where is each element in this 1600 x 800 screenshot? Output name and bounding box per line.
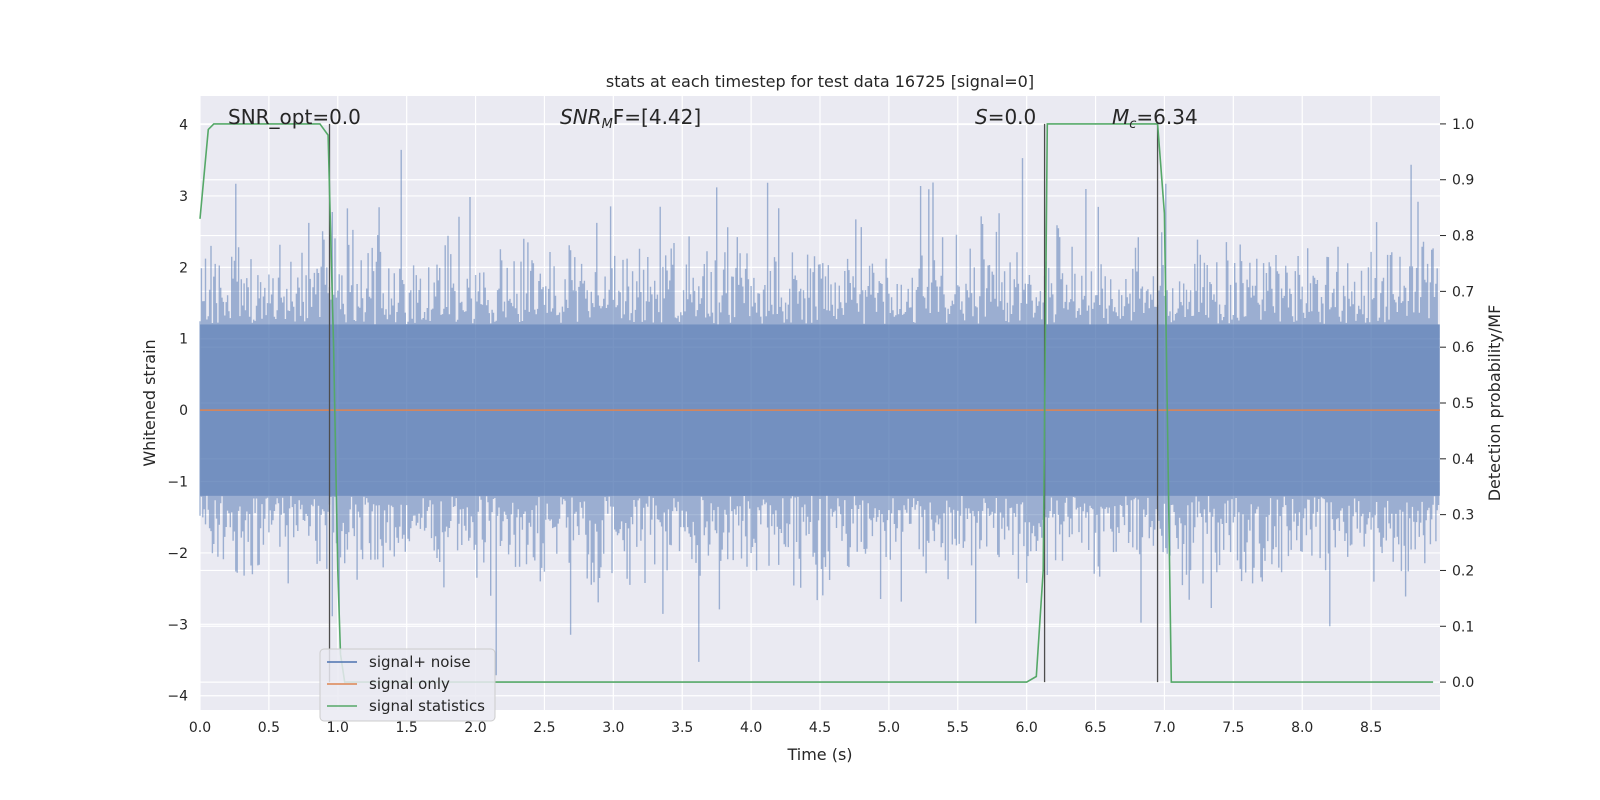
left-y-tick-label: 4 xyxy=(179,118,188,134)
legend-label-signal-statistics: signal statistics xyxy=(369,697,485,715)
left-y-axis-label: Whitened strain xyxy=(140,339,159,466)
legend-box xyxy=(319,648,496,722)
s-rest: =0.0 xyxy=(988,105,1037,129)
left-y-tick-label: −4 xyxy=(167,689,188,705)
right-y-tick-label: 0.0 xyxy=(1452,675,1474,691)
x-tick-label: 6.0 xyxy=(1016,720,1038,736)
right-y-axis-label: Detection probability/MF xyxy=(1485,305,1504,502)
x-tick-label: 2.5 xyxy=(533,720,555,736)
x-tick-label: 5.5 xyxy=(947,720,969,736)
x-tick-label: 1.5 xyxy=(396,720,418,736)
right-y-tick-label: 0.7 xyxy=(1452,284,1474,300)
left-y-tick-label: 3 xyxy=(179,189,188,205)
snr-mf-rest: F=[4.42] xyxy=(613,105,701,129)
x-tick-label: 3.0 xyxy=(602,720,624,736)
right-y-tick-label: 0.3 xyxy=(1452,508,1474,524)
mc-italic: M xyxy=(1112,105,1129,129)
right-y-tick-label: 0.8 xyxy=(1452,229,1474,245)
x-tick-label: 1.0 xyxy=(327,720,349,736)
left-y-tick-label: 2 xyxy=(179,260,188,276)
x-tick-label: 7.5 xyxy=(1222,720,1244,736)
legend-label-signal-only: signal only xyxy=(369,675,450,693)
x-tick-label: 6.5 xyxy=(1084,720,1106,736)
x-tick-label: 3.5 xyxy=(671,720,693,736)
s-italic: S xyxy=(975,105,988,129)
left-y-tick-label: 1 xyxy=(179,332,188,348)
x-tick-label: 2.0 xyxy=(464,720,486,736)
x-tick-label: 7.0 xyxy=(1153,720,1175,736)
x-tick-label: 8.0 xyxy=(1291,720,1313,736)
x-tick-label: 8.5 xyxy=(1360,720,1382,736)
right-y-tick-label: 0.5 xyxy=(1452,396,1474,412)
legend-label-signal-noise: signal+ noise xyxy=(369,653,471,671)
x-tick-label: 0.5 xyxy=(258,720,280,736)
right-axis-ticks: 0.0 0.1 0.2 0.3 0.4 0.5 0.6 0.7 0.8 0.9 1.0 xyxy=(1440,117,1474,691)
snr-mf-main: SNR xyxy=(560,105,602,129)
mc-rest: =6.34 xyxy=(1136,105,1197,129)
left-axis-ticks: −4 −3 −2 −1 0 1 2 3 4 xyxy=(167,118,188,705)
mc-annotation: Mc=6.34 xyxy=(1112,105,1198,132)
right-y-tick-label: 0.4 xyxy=(1452,452,1474,468)
snr-opt-annotation: SNR_opt=0.0 xyxy=(228,105,361,129)
signal-statistics-line xyxy=(199,123,1434,683)
mc-sub: c xyxy=(1129,117,1136,132)
right-y-tick-label: 0.9 xyxy=(1452,173,1474,189)
right-y-tick-label: 0.6 xyxy=(1452,340,1474,356)
left-y-tick-label: −1 xyxy=(167,475,188,491)
right-y-tick-label: 0.2 xyxy=(1452,563,1474,579)
s-annotation: S=0.0 xyxy=(975,105,1036,129)
right-y-tick-label: 1.0 xyxy=(1452,117,1474,133)
chart-title: stats at each timestep for test data 167… xyxy=(606,72,1034,91)
left-y-tick-label: 0 xyxy=(179,403,188,419)
snr-mf-sub: M xyxy=(602,117,613,132)
right-y-tick-label: 0.1 xyxy=(1452,619,1474,635)
legend: signal+ noise signal only signal statist… xyxy=(319,648,496,722)
x-tick-label: 5.0 xyxy=(878,720,900,736)
x-tick-label: 4.0 xyxy=(740,720,762,736)
left-y-tick-label: −3 xyxy=(167,617,188,633)
x-tick-label: 4.5 xyxy=(809,720,831,736)
signal-statistics-series xyxy=(199,123,1434,683)
snr-mf-annotation: SNRMF=[4.42] xyxy=(560,105,701,132)
x-axis-ticks: 0.0 0.5 1.0 1.5 2.0 2.5 3.0 3.5 4.0 4.5 5.0 5.5 6.0 6… xyxy=(189,720,1382,736)
x-axis-label: Time (s) xyxy=(786,745,852,764)
left-y-tick-label: −2 xyxy=(167,546,188,562)
x-tick-label: 0.0 xyxy=(189,720,211,736)
